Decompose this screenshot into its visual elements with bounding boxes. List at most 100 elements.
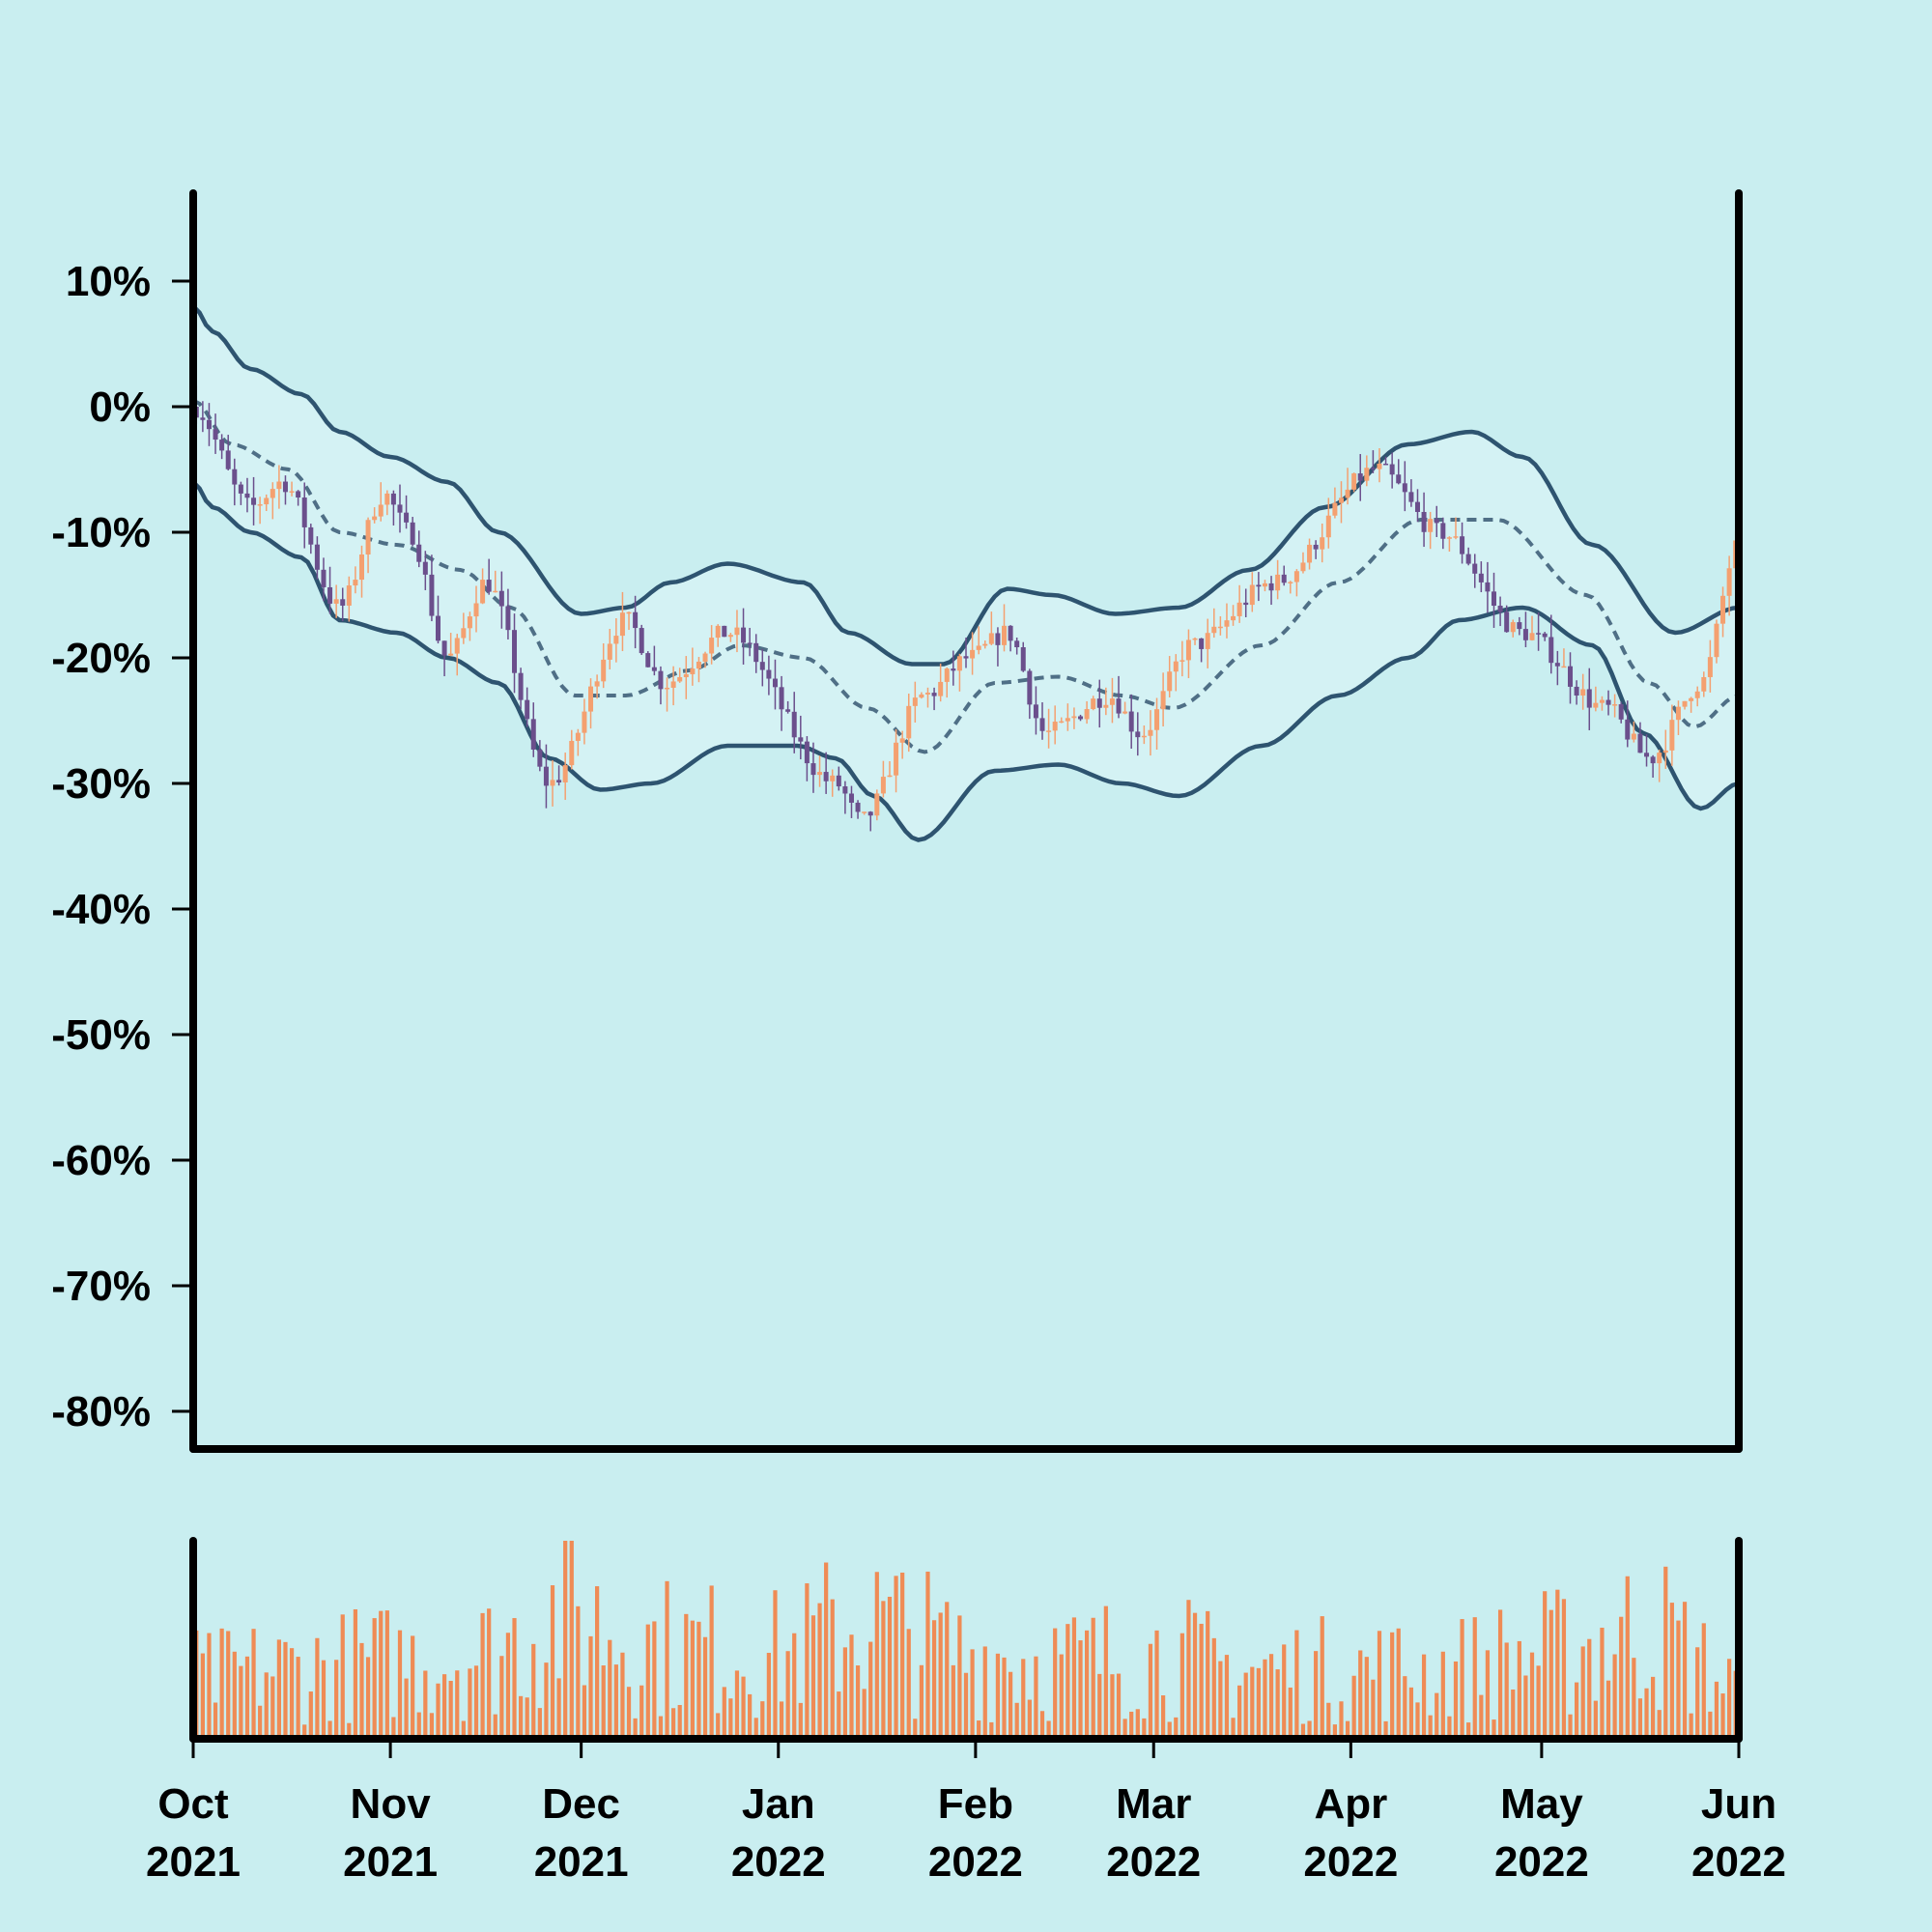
candle (1300, 552, 1306, 574)
candle (1446, 536, 1452, 553)
volume-bar (1497, 1609, 1503, 1739)
candle-body (1338, 497, 1344, 503)
candle-body (880, 777, 886, 794)
candle (734, 610, 740, 653)
candle (1428, 511, 1434, 550)
volume-bar (1460, 1619, 1464, 1739)
volume-bar (1523, 1675, 1528, 1739)
candle (1078, 714, 1084, 722)
candle (1065, 703, 1070, 731)
volume-bar (894, 1576, 898, 1739)
candle (887, 761, 893, 778)
candle (575, 728, 581, 756)
volume-bar (1078, 1640, 1083, 1739)
candle-body (416, 544, 422, 562)
volume-bar (977, 1720, 981, 1739)
candle-body (727, 635, 733, 638)
candle (944, 667, 950, 698)
candle (289, 481, 295, 497)
volume-bar (1021, 1659, 1026, 1739)
volume-bar (1663, 1566, 1668, 1739)
candle (1389, 452, 1395, 489)
candle (1689, 696, 1694, 713)
volume-bar (1116, 1673, 1122, 1739)
candle (848, 785, 854, 818)
candle (1135, 712, 1141, 756)
volume-bar (1479, 1694, 1484, 1739)
candle-body (951, 668, 956, 671)
candle (1644, 734, 1650, 767)
candle (1701, 671, 1707, 697)
candle-body (358, 554, 364, 581)
candle-body (251, 497, 257, 505)
candle (855, 800, 861, 819)
volume-bar (1084, 1630, 1090, 1739)
candle-body (498, 590, 504, 607)
volume-bar (900, 1572, 905, 1739)
candle (1548, 614, 1554, 674)
candle-body (289, 491, 295, 493)
candle-body (1014, 640, 1020, 648)
volume-bar (1174, 1717, 1179, 1739)
candle-body (1173, 661, 1179, 672)
volume-bar (842, 1647, 848, 1739)
candle (702, 651, 708, 668)
candle (1497, 596, 1503, 627)
volume-bar (1453, 1661, 1459, 1739)
candle-body (1052, 722, 1058, 731)
volume-bar-layer (194, 1541, 1738, 1739)
candle (727, 633, 733, 642)
candle-body (518, 672, 524, 700)
candle-body (512, 630, 518, 673)
candle (956, 653, 962, 692)
candle-body (219, 440, 225, 451)
volume-bar (226, 1631, 231, 1739)
volume-bar (296, 1657, 300, 1739)
volume-bar (722, 1687, 726, 1739)
candle (1192, 637, 1198, 645)
candle-body (1389, 464, 1395, 475)
candle-body (830, 775, 836, 781)
candle (1434, 505, 1439, 537)
candle (1383, 456, 1389, 466)
candle-body (1536, 633, 1542, 635)
candle-body (651, 667, 657, 671)
candle (970, 632, 976, 675)
volume-bar (677, 1705, 682, 1739)
volume-bar (1314, 1651, 1319, 1739)
volume-bar (1008, 1671, 1013, 1739)
volume-bar (773, 1590, 778, 1739)
candle (924, 687, 930, 708)
candle (1148, 710, 1153, 756)
candle (1707, 639, 1713, 693)
volume-bar (518, 1695, 524, 1739)
candle (530, 702, 536, 757)
candle (772, 659, 778, 710)
candle-body (1517, 622, 1522, 630)
volume-bar (1415, 1702, 1420, 1739)
volume-bar (429, 1713, 435, 1739)
candle-body (321, 569, 327, 587)
candle (206, 403, 212, 446)
volume-bar (365, 1657, 371, 1739)
candle-body (1383, 463, 1389, 466)
candle (213, 413, 218, 454)
candle (1320, 524, 1325, 563)
candle (358, 545, 364, 598)
volume-bar (1568, 1714, 1573, 1739)
volume-bar (1408, 1687, 1414, 1739)
candle-body (1236, 602, 1242, 616)
candle-body (384, 493, 390, 505)
volume-bar (1148, 1643, 1153, 1739)
volume-bar (200, 1653, 205, 1739)
y-tick-label: 10% (66, 258, 151, 305)
candle-body (1109, 698, 1115, 705)
candle (779, 675, 784, 731)
candle-body (327, 586, 333, 604)
volume-bar (397, 1630, 403, 1739)
volume-bar (1268, 1654, 1274, 1739)
candle-body (924, 693, 930, 695)
candle-body (1071, 716, 1077, 719)
candle (1256, 572, 1262, 602)
candle-body (1446, 537, 1452, 539)
